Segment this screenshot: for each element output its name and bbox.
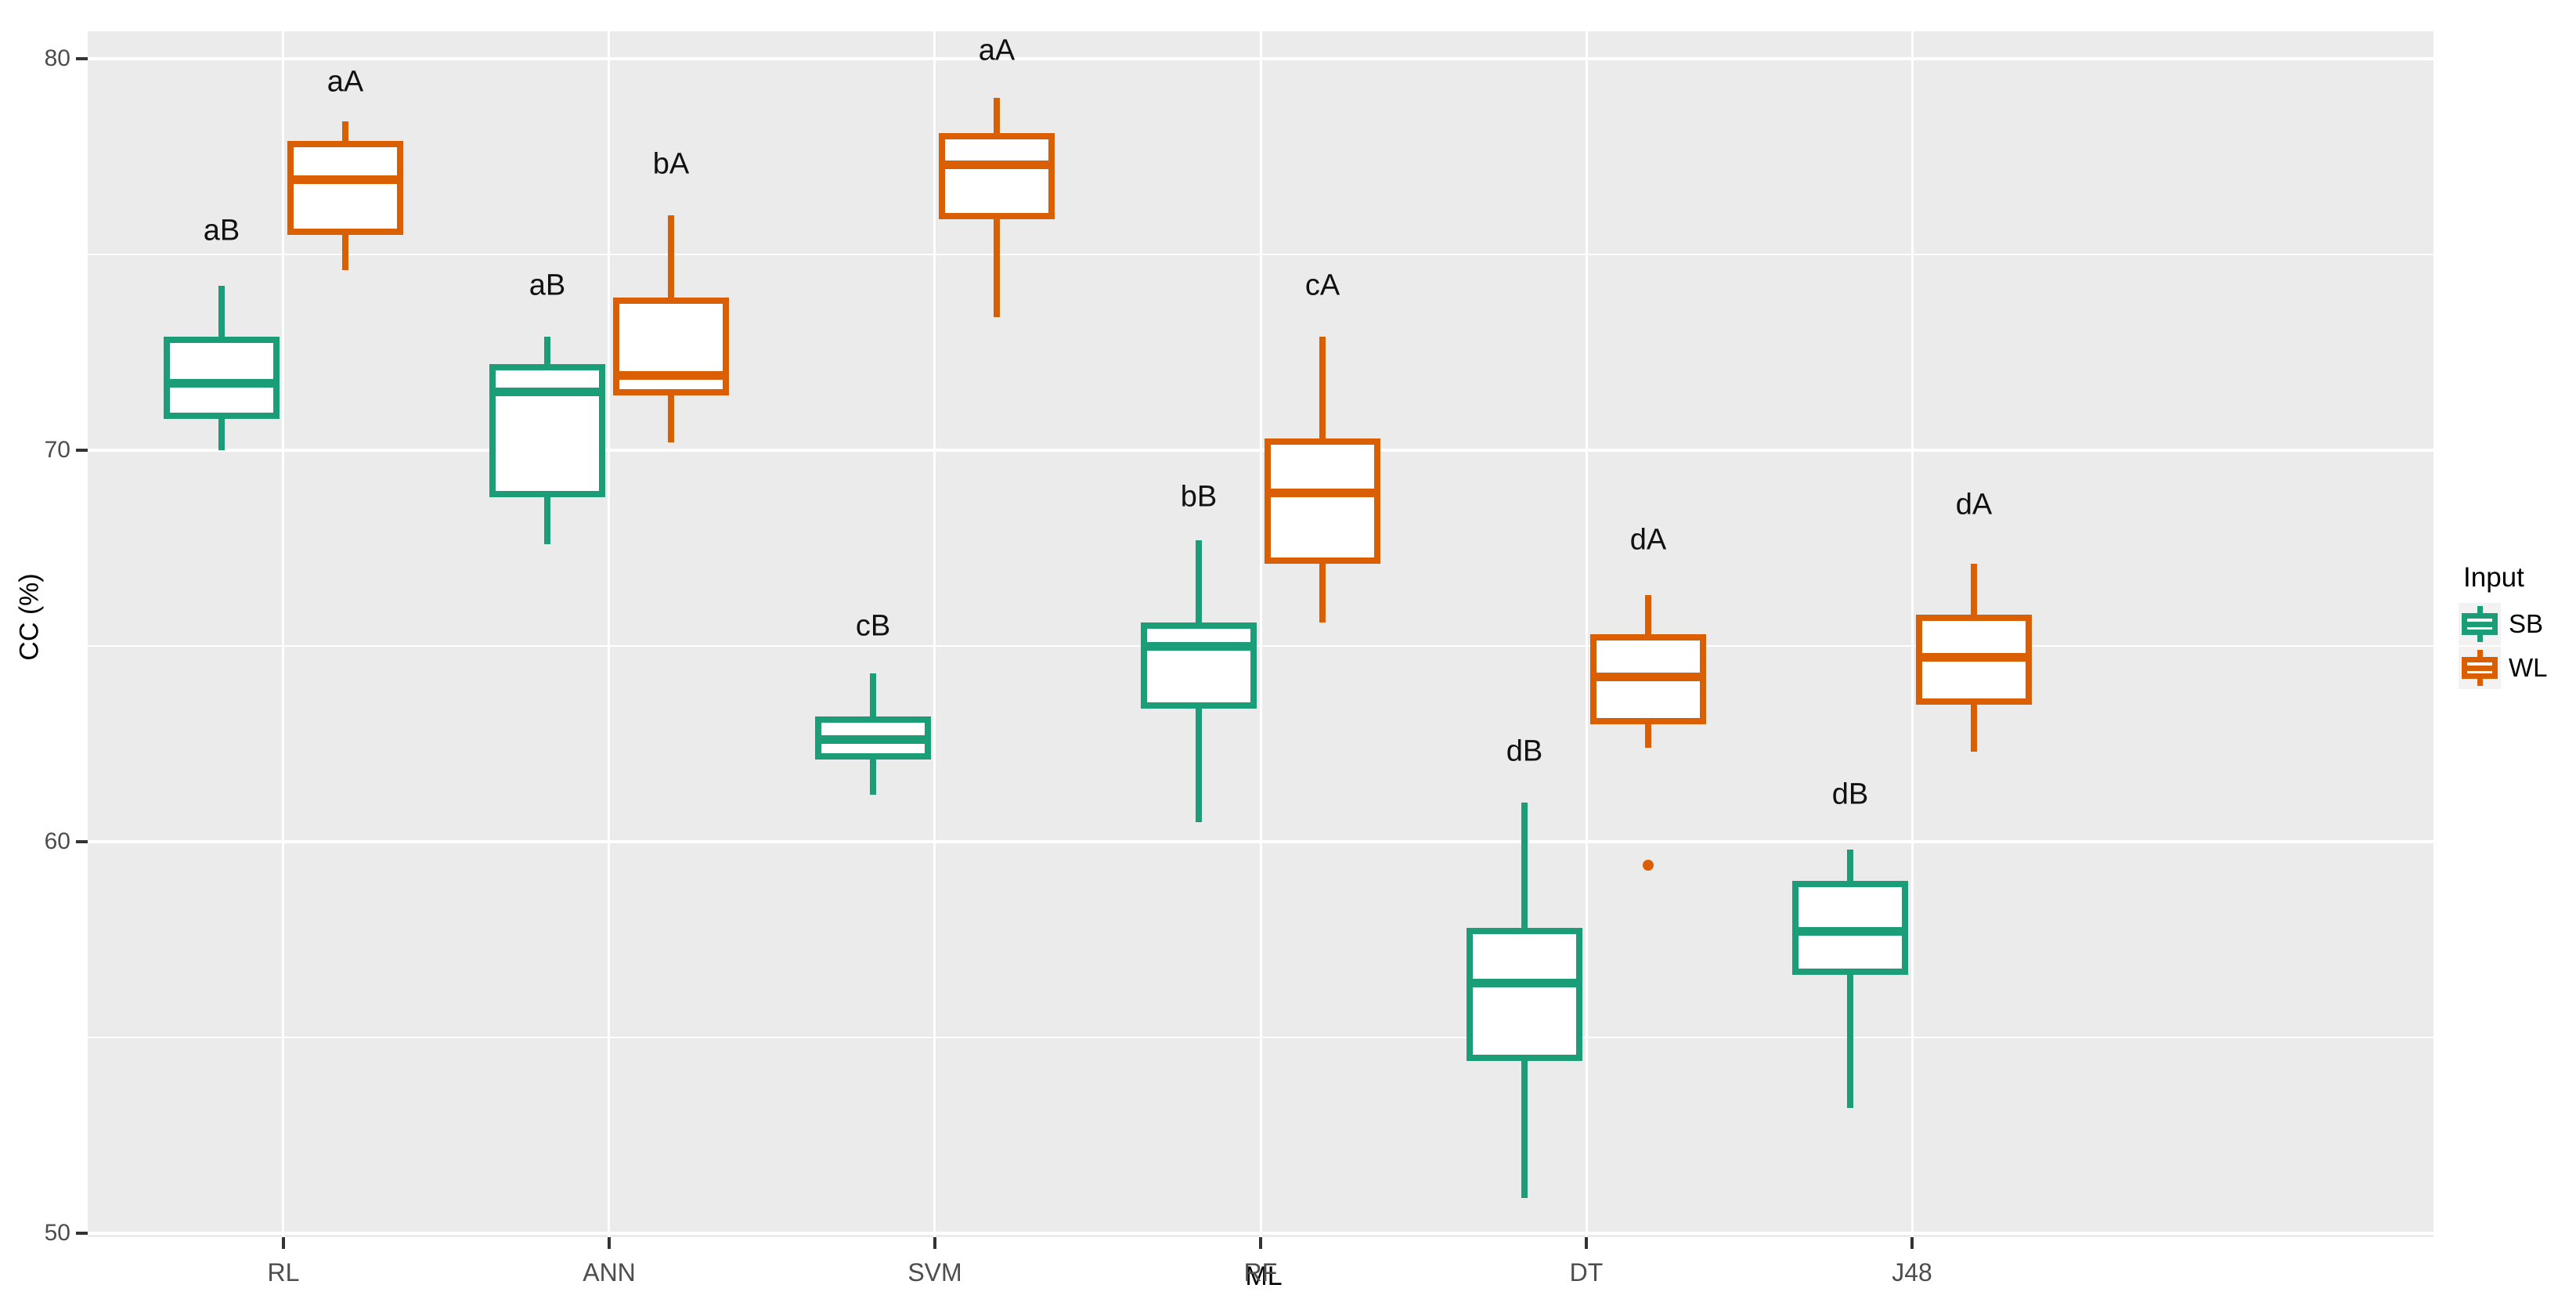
x-tick-mark — [1259, 1237, 1262, 1249]
x-tick-label-J48: J48 — [1892, 1258, 1932, 1286]
sig-label-ANN-SB: aB — [529, 269, 566, 302]
v-gridline — [1260, 31, 1262, 1237]
box-RL-WL — [287, 141, 403, 235]
box-ANN-SB — [489, 364, 605, 497]
median-line-ANN-SB — [496, 388, 599, 396]
box-ANN-WL — [613, 298, 729, 395]
v-gridline — [282, 31, 284, 1237]
y-tick-label: 80 — [44, 45, 70, 71]
sig-label-RF-WL: cA — [1304, 269, 1340, 302]
y-tick-label: 70 — [44, 437, 70, 463]
sig-label-SVM-SB: cB — [855, 609, 891, 643]
x-tick-mark — [1910, 1237, 1914, 1249]
sig-label-RL-SB: aB — [203, 214, 240, 247]
boxplot-key-wl-icon — [2459, 647, 2501, 689]
sig-label-DT-SB: dB — [1506, 734, 1543, 768]
sig-label-RF-SB: bB — [1180, 480, 1218, 514]
box-RF-SB — [1141, 622, 1257, 709]
sig-label-RL-WL: aA — [327, 65, 364, 99]
x-tick-label-RF: RF — [1243, 1258, 1278, 1286]
y-tick-mark — [76, 1232, 88, 1235]
x-tick-mark — [282, 1237, 285, 1249]
median-line-SVM-WL — [945, 161, 1048, 169]
y-axis-title: CC (%) — [14, 573, 45, 661]
box-RF-WL — [1265, 438, 1380, 564]
sig-label-J48-SB: dB — [1831, 778, 1869, 811]
box-RL-SB — [164, 337, 280, 419]
x-tick-mark — [933, 1237, 936, 1249]
x-tick-mark — [1585, 1237, 1588, 1249]
median-line-RL-SB — [170, 379, 273, 388]
legend-title: Input — [2463, 562, 2524, 593]
y-tick-mark — [76, 57, 88, 60]
median-line-DT-SB — [1473, 979, 1576, 987]
median-line-J48-SB — [1799, 927, 1902, 936]
y-tick-label: 60 — [44, 828, 70, 854]
median-line-SVM-SB — [821, 735, 925, 744]
median-line-ANN-WL — [619, 371, 723, 380]
median-line-RL-WL — [294, 175, 397, 184]
x-tick-label-SVM: SVM — [907, 1258, 962, 1286]
x-axis-title: ML — [1245, 1261, 1283, 1291]
boxplot-key-sb-icon — [2459, 603, 2501, 645]
median-line-DT-WL — [1596, 673, 1700, 681]
v-gridline — [608, 31, 610, 1237]
v-gridline — [933, 31, 936, 1237]
sig-label-ANN-WL: bA — [652, 147, 690, 181]
y-tick-mark — [76, 840, 88, 843]
legend-item-wl: WL — [2459, 647, 2576, 689]
sig-label-J48-WL: dA — [1955, 488, 1993, 521]
x-tick-mark — [608, 1237, 611, 1249]
whisker-J48-SB — [1847, 850, 1853, 1108]
box-SVM-WL — [939, 133, 1055, 219]
x-tick-label-RL: RL — [267, 1258, 300, 1286]
median-line-J48-WL — [1922, 653, 2026, 662]
legend: Input SB WL — [2459, 562, 2576, 691]
y-tick-mark — [76, 449, 88, 452]
v-gridline — [1586, 31, 1588, 1237]
sig-label-DT-WL: dA — [1629, 523, 1667, 557]
legend-item-sb: SB — [2459, 603, 2576, 645]
key-median — [2466, 665, 2493, 671]
box-DT-SB — [1467, 928, 1582, 1061]
y-tick-label: 50 — [44, 1220, 70, 1246]
x-tick-label-DT: DT — [1569, 1258, 1604, 1286]
v-gridline — [1911, 31, 1914, 1237]
median-line-RF-SB — [1147, 642, 1250, 651]
sig-label-SVM-WL: aA — [978, 34, 1016, 67]
outlier-point-DT-WL — [1643, 860, 1654, 871]
x-tick-label-ANN: ANN — [583, 1258, 636, 1286]
key-median — [2466, 621, 2493, 627]
median-line-RF-WL — [1271, 489, 1374, 497]
legend-item-label: SB — [2509, 609, 2544, 638]
legend-item-label: WL — [2509, 653, 2548, 682]
